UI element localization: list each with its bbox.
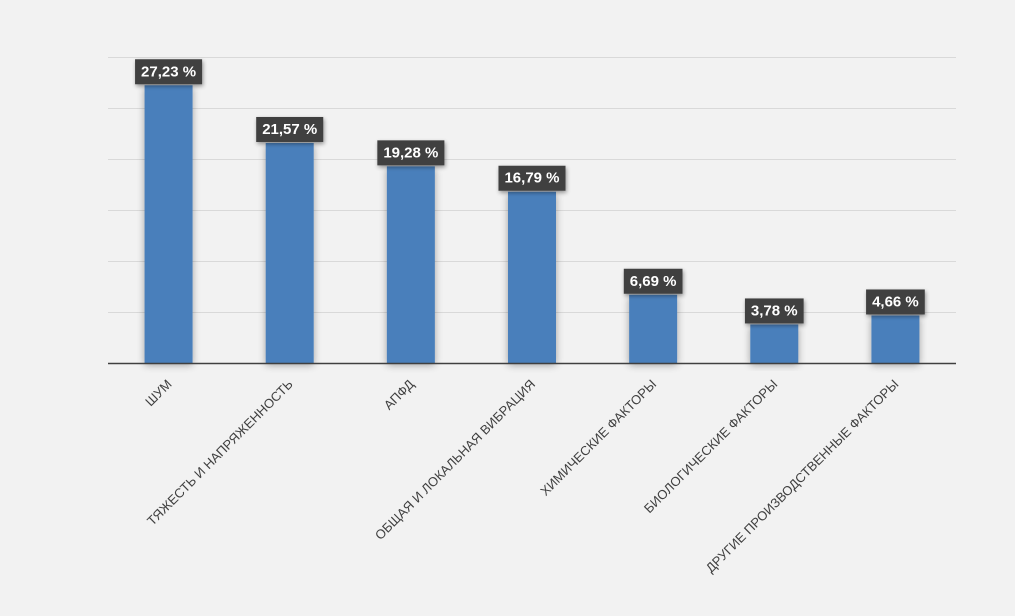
data-label-1: 27,23 % [135,59,203,85]
data-labels: 27,23 % 21,57 % 19,28 % 16,79 % 6,69 % 3,78 %… [135,59,925,324]
x-tick-label-2: ТЯЖЕСТЬ И НАПРЯЖЕННОСТЬ [144,377,296,529]
data-label-text-2: 21,57 % [262,121,317,138]
x-tick-label-1: ШУМ [142,377,175,410]
data-label-box-3 [377,140,445,166]
bar-3 [386,166,435,363]
data-label-7: 4,66 % [866,289,925,315]
data-label-6: 3,78 % [744,298,804,324]
bar-7 [871,315,920,363]
bar-5 [629,294,678,363]
data-label-text-1: 27,23 % [141,63,196,80]
data-label-text-3: 19,28 % [383,144,438,161]
bar-4 [508,191,556,363]
data-label-3: 19,28 % [377,140,445,166]
data-label-text-6: 3,78 % [751,302,798,319]
bars [144,85,920,363]
x-tick-label-5: ХИМИЧЕСКИЕ ФАКТОРЫ [537,377,659,499]
x-tick-label-3: АПФД [381,376,417,412]
data-label-text-4: 16,79 % [504,170,559,187]
data-label-box-4 [498,165,566,191]
data-label-text-7: 4,66 % [872,293,919,310]
data-label-5: 6,69 % [623,268,683,294]
x-tick-label-7: ДРУГИЕ ПРОИЗВОДСТВЕННЫЕ ФАКТОРЫ [703,377,902,576]
bar-6 [750,324,799,363]
data-label-2: 21,57 % [256,116,324,142]
x-tick-label-6: БИОЛОГИЧЕСКИЕ ФАКТОРЫ [641,377,780,516]
data-label-box-2 [256,116,324,142]
data-label-box-1 [135,59,203,85]
data-label-box-6 [744,298,804,324]
data-label-text-5: 6,69 % [630,273,677,290]
data-label-box-7 [866,289,925,315]
data-label-4: 16,79 % [498,165,566,191]
bar-1 [144,85,193,363]
bar-2 [265,142,314,363]
data-label-box-5 [623,268,683,294]
